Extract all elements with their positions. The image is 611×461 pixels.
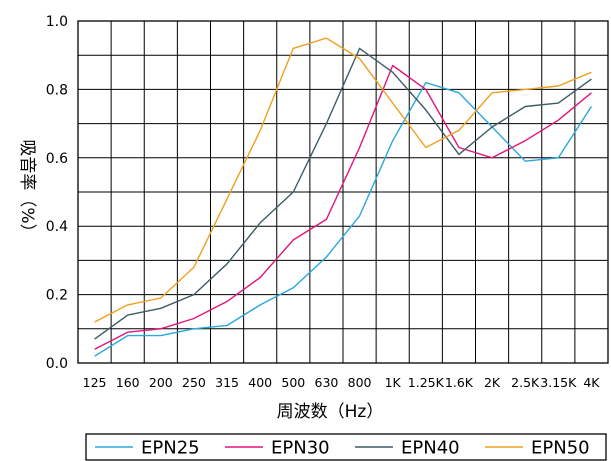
- series-line-epn25: [94, 81, 592, 357]
- x-tick-label: 1K: [385, 375, 402, 390]
- x-tick-label: 1.6K: [445, 375, 474, 390]
- x-tick-label: 4K: [583, 375, 600, 390]
- x-tick-label: 1.25K: [408, 375, 445, 390]
- x-tick-label: 160: [116, 375, 140, 390]
- series-line-epn50: [94, 37, 592, 323]
- x-tick-label: 125: [83, 375, 107, 390]
- legend-label: EPN40: [401, 438, 460, 459]
- legend-label: EPN50: [531, 438, 590, 459]
- y-tick-label: 0.4: [46, 219, 68, 235]
- x-tick-label: 630: [315, 375, 339, 390]
- y-tick-label: 0.0: [46, 356, 68, 372]
- x-tick-label: 200: [149, 375, 173, 390]
- y-tick-label: 0.2: [46, 288, 68, 304]
- series-line-epn30: [94, 64, 592, 350]
- y-tick-label: 0.8: [46, 82, 68, 98]
- x-tick-label: 315: [215, 375, 239, 390]
- series-line-epn40: [94, 47, 592, 340]
- series-lines: [94, 37, 592, 357]
- legend-label: EPN30: [271, 438, 330, 459]
- y-axis-ticks: 0.0 0.2 0.4 0.6 0.8 1.0: [46, 14, 68, 372]
- x-axis-title: 周波数（Hz）: [277, 402, 384, 422]
- plot-frame: [77, 20, 609, 364]
- y-tick-label: 1.0: [46, 14, 68, 30]
- legend-label: EPN25: [141, 438, 200, 459]
- x-tick-label: 2.5K: [511, 375, 540, 390]
- grid: [78, 21, 608, 363]
- legend-frame: [85, 433, 607, 461]
- x-tick-label: 250: [182, 375, 206, 390]
- x-tick-label: 400: [248, 375, 272, 390]
- y-axis-title: 吸音率（%）: [17, 139, 37, 240]
- y-tick-label: 0.6: [46, 151, 68, 167]
- x-tick-label: 2K: [484, 375, 501, 390]
- x-tick-label: 800: [348, 375, 372, 390]
- x-tick-label: 3.15K: [540, 375, 577, 390]
- legend: EPN25 EPN30 EPN40 EPN50: [85, 433, 607, 461]
- x-axis-ticks: 125 160 200 250 315 400 500 630 800 1K 1.25K 1.6K 2K…: [83, 375, 601, 390]
- x-tick-label: 500: [281, 375, 305, 390]
